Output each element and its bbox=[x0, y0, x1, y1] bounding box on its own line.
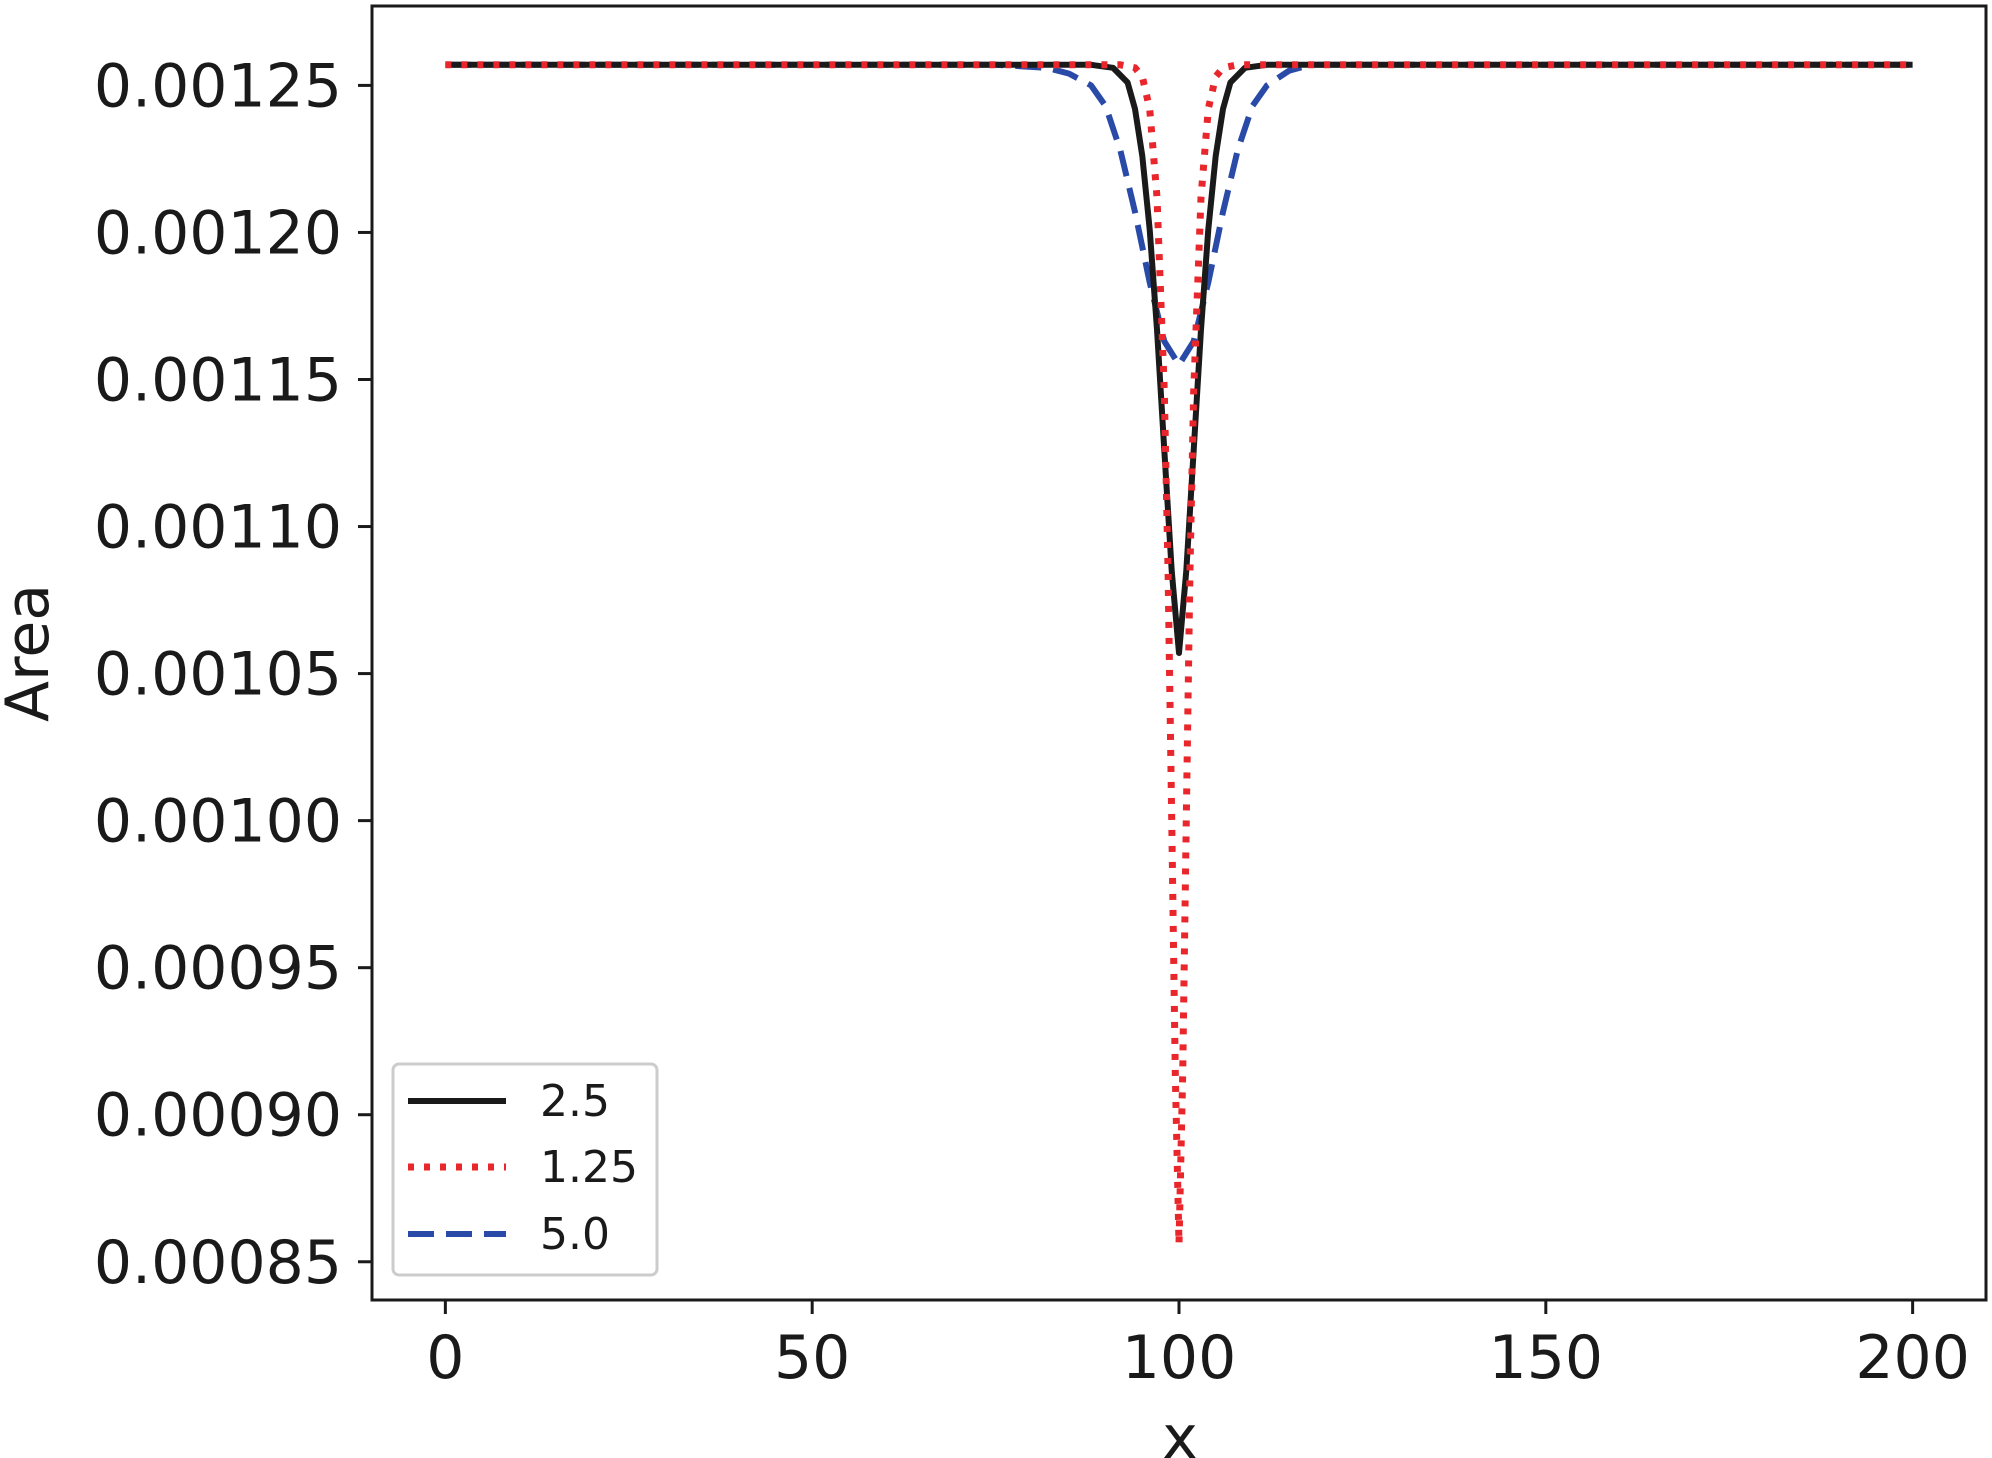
x-tick-label: 100 bbox=[1122, 1323, 1237, 1393]
x-axis-label: x bbox=[1162, 1403, 1198, 1458]
y-tick-label: 0.00110 bbox=[94, 493, 342, 563]
x-tick-label: 0 bbox=[426, 1323, 464, 1393]
y-axis: 0.00085 0.00090 0.00095 0.00100 0.00105 0.001… bbox=[94, 51, 372, 1298]
x-tick-label: 50 bbox=[774, 1323, 850, 1393]
legend-label-1-25: 1.25 bbox=[540, 1142, 638, 1193]
y-tick-label: 0.00115 bbox=[94, 345, 342, 415]
legend-label-5-0: 5.0 bbox=[540, 1209, 610, 1260]
legend-label-2-5: 2.5 bbox=[540, 1076, 610, 1127]
y-tick-label: 0.00085 bbox=[94, 1228, 342, 1298]
y-tick-label: 0.00090 bbox=[94, 1081, 342, 1151]
y-tick-label: 0.00095 bbox=[94, 934, 342, 1004]
y-tick-label: 0.00100 bbox=[94, 787, 342, 857]
series-line-1-25 bbox=[445, 61, 1913, 1248]
x-tick-label: 150 bbox=[1489, 1323, 1604, 1393]
x-tick-label: 200 bbox=[1855, 1323, 1970, 1393]
y-tick-label: 0.00105 bbox=[94, 640, 342, 710]
y-tick-label: 0.00125 bbox=[94, 51, 342, 121]
legend-box bbox=[391, 1062, 659, 1277]
x-axis: 0 50 100 150 200 bbox=[426, 1300, 1970, 1393]
series-layer bbox=[445, 61, 1913, 1248]
y-tick-label: 0.00120 bbox=[94, 198, 342, 268]
y-axis-label: Area bbox=[0, 584, 63, 722]
legend: 2.5 1.25 5.0 bbox=[391, 1062, 659, 1277]
